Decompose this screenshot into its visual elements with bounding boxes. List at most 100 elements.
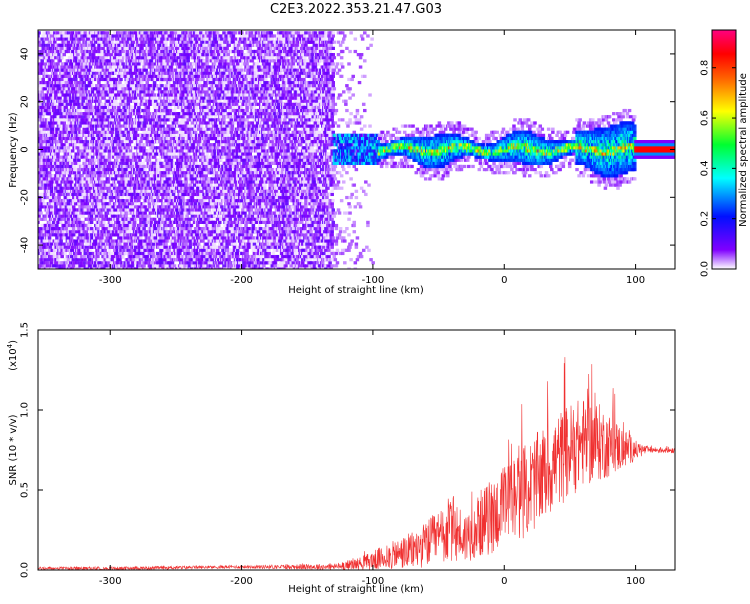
spectrogram-cell: [71, 124, 76, 128]
spectrogram-cell: [145, 140, 150, 144]
spectrogram-cell: [38, 164, 42, 169]
spectrogram-cell: [128, 93, 133, 97]
spectrogram-cell: [97, 258, 101, 262]
spectrogram-cell: [54, 239, 58, 243]
spectrogram-cell: [44, 46, 49, 51]
spectrogram-cell: [123, 251, 127, 256]
spectrogram-cell: [129, 251, 134, 256]
spectrogram-cell: [66, 146, 71, 150]
spectrogram-cell: [85, 84, 90, 88]
spectrogram-cell: [71, 227, 76, 231]
spectrogram-cell: [47, 158, 52, 162]
spectrogram-cell: [45, 127, 50, 131]
spectrogram-cell: [49, 258, 54, 262]
spectrogram-cell: [92, 236, 97, 240]
spectrogram-cell: [60, 180, 64, 184]
spectrogram-cell: [91, 208, 96, 212]
spectrogram-cell: [107, 62, 112, 66]
spectrogram-cell: [74, 158, 78, 162]
spectrogram-cell: [126, 130, 131, 134]
spectrogram-cell: [125, 68, 130, 72]
spectrogram-cell: [60, 46, 64, 51]
spectrogram-cell: [60, 233, 64, 237]
spectrogram-cell: [145, 118, 150, 122]
spectrogram-cell: [102, 239, 106, 243]
spectrogram-cell: [47, 183, 52, 187]
spectrogram-cell: [45, 53, 50, 57]
spectrogram-cell: [131, 214, 136, 218]
spectrogram-cell: [68, 90, 73, 94]
spectrogram-cell: [90, 130, 95, 134]
spectrogram-cell: [104, 149, 109, 153]
spectrogram-cell: [47, 186, 52, 190]
spectrogram-cell: [46, 130, 51, 134]
spectrogram-cell: [95, 195, 99, 200]
spectrogram-cell: [129, 140, 134, 144]
spectrogram-cell: [143, 31, 147, 35]
spectrogram-cell: [62, 87, 67, 91]
spectrogram-cell: [74, 161, 78, 165]
spectrogram-cell: [86, 71, 91, 75]
spectrogram-cell: [83, 31, 88, 35]
spectrogram-cell: [121, 87, 125, 91]
spectrogram-cell: [135, 133, 139, 137]
spectrogram-cell: [68, 77, 73, 82]
spectrogram-cell: [100, 49, 104, 54]
spectrogram-cell: [94, 90, 98, 94]
spectrogram-cell: [79, 136, 83, 141]
spectrogram-cell: [125, 77, 130, 82]
spectrogram-cell: [40, 37, 44, 41]
spectrogram-cell: [63, 46, 68, 51]
spectrogram-cell: [104, 93, 109, 97]
spectrogram-cell: [80, 261, 84, 265]
spectrogram-cell: [129, 68, 134, 72]
spectrogram-cell: [42, 180, 47, 184]
spectrogram-cell: [110, 112, 115, 116]
spectrogram-cell: [43, 245, 48, 249]
spectrogram-cell: [133, 195, 138, 200]
spectrogram-cell: [66, 236, 71, 240]
spectrogram-cell: [52, 87, 56, 91]
spectrogram-cell: [41, 264, 46, 268]
spectrogram-cell: [117, 136, 121, 141]
spectrogram-cell: [60, 77, 64, 82]
spectrogram-cell: [94, 99, 98, 103]
spectrogram-cell: [53, 115, 57, 119]
spectrogram-cell: [76, 177, 80, 181]
spectrogram-cell: [67, 214, 72, 218]
spectrogram-cell: [65, 93, 70, 97]
spectrogram-cell: [75, 264, 79, 268]
spectrogram-cell: [50, 136, 55, 141]
spectrogram-cell: [123, 40, 127, 44]
spectrogram-cell: [65, 254, 70, 259]
spectrogram-cell: [115, 34, 119, 38]
spectrogram-cell: [121, 248, 125, 252]
spectrogram-cell: [46, 118, 51, 122]
spectrogram-cell: [57, 118, 61, 122]
spectrogram-cell: [95, 189, 99, 193]
spectrogram-cell: [131, 40, 136, 44]
spectrogram-cell: [47, 68, 52, 72]
spectrogram-cell: [61, 43, 65, 47]
spectrogram-cell: [42, 242, 47, 246]
spectrogram-cell: [91, 161, 96, 165]
spectrogram-cell: [49, 40, 54, 44]
spectrogram-cell: [44, 230, 49, 234]
spectrogram-cell: [49, 133, 54, 137]
spectrogram-cell: [146, 112, 151, 116]
spectrogram-cell: [41, 43, 46, 47]
spectrogram-cell: [39, 84, 43, 88]
spectrogram-cell: [53, 248, 57, 252]
spectrogram-cell: [106, 217, 111, 221]
spectrogram-cell: [38, 133, 40, 137]
spectrogram-cell: [60, 149, 64, 153]
spectrogram-cell: [137, 195, 141, 200]
spectrogram-cell: [91, 121, 96, 125]
spectrogram-cell: [135, 99, 139, 103]
spectrogram-cell: [95, 143, 99, 147]
spectrogram-cell: [103, 251, 107, 256]
spectrogram-cell: [38, 118, 42, 122]
spectrogram-cell: [66, 205, 71, 209]
spectrogram-cell: [137, 65, 141, 69]
spectrogram-cell: [98, 93, 102, 97]
